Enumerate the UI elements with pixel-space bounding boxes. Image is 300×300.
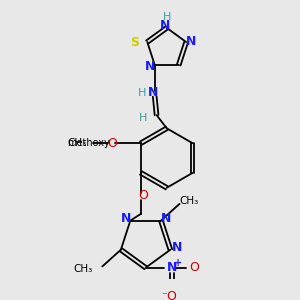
Text: H: H: [163, 12, 171, 22]
Text: N: N: [160, 19, 170, 32]
Text: N: N: [121, 212, 131, 225]
Text: methoxy: methoxy: [68, 138, 110, 148]
Text: O: O: [189, 261, 199, 274]
Text: N: N: [148, 86, 158, 99]
Text: H: H: [140, 113, 148, 123]
Text: N: N: [160, 212, 171, 225]
Text: S: S: [130, 36, 139, 50]
Text: N: N: [186, 34, 196, 48]
Text: N: N: [172, 242, 182, 254]
Text: O: O: [107, 137, 117, 150]
Text: CH₃: CH₃: [68, 138, 87, 148]
Text: O: O: [138, 189, 148, 202]
Text: N: N: [167, 261, 177, 274]
Text: CH₃: CH₃: [74, 264, 93, 274]
Text: CH₃: CH₃: [179, 196, 198, 206]
Text: H: H: [137, 88, 146, 98]
Text: O: O: [167, 290, 177, 300]
Text: N: N: [145, 60, 155, 73]
Text: ⁻: ⁻: [161, 292, 167, 300]
Text: +: +: [174, 258, 182, 268]
